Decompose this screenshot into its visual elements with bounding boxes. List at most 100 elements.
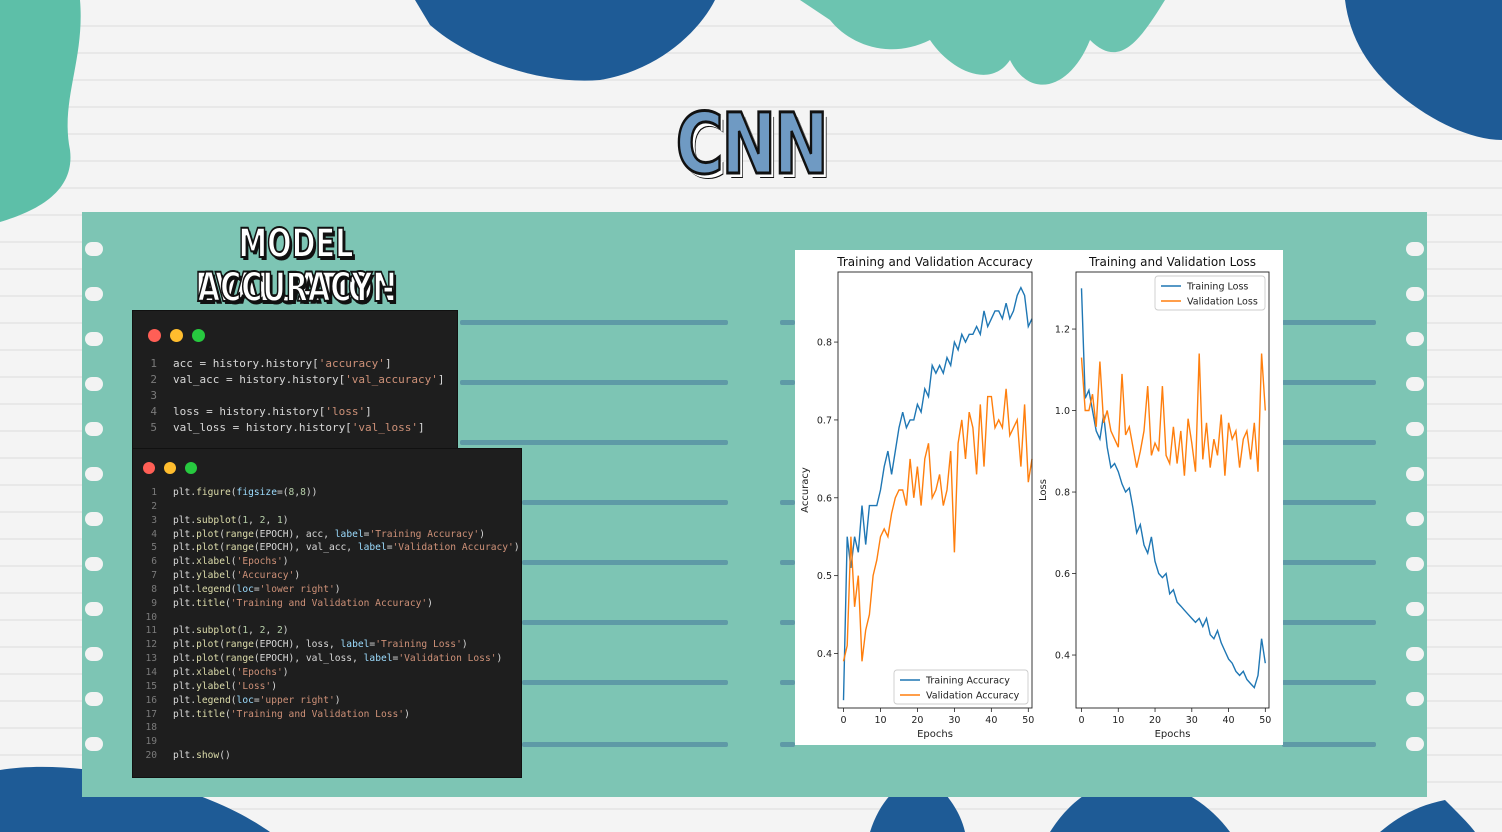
legend-entry: Training Loss — [1186, 282, 1248, 293]
panel-notch — [85, 512, 103, 526]
code-line: 20 plt.show() — [143, 749, 520, 763]
panel-notch — [1406, 602, 1424, 616]
code-text: plt.plot(range(EPOCH), acc, label='Train… — [173, 528, 485, 540]
y-tick-label: 0.6 — [1055, 569, 1070, 580]
panel-notch — [85, 737, 103, 751]
panel-line — [522, 560, 728, 565]
code-text: plt.figure(figsize=(8,8)) — [173, 487, 318, 498]
panel-notch — [85, 692, 103, 706]
panel-line — [780, 680, 795, 685]
line-number: 5 — [151, 542, 157, 554]
code-line: 19 — [143, 735, 520, 749]
code-line: 17 plt.title('Training and Validation Los… — [143, 708, 520, 722]
panel-notch — [85, 287, 103, 301]
panel-notch — [85, 332, 103, 346]
section-title-line1: MODEL EVALUATION — [195, 221, 398, 311]
line-number: 2 — [150, 373, 157, 386]
panel-notch — [85, 647, 103, 661]
panel-line — [1282, 440, 1376, 445]
panel-line — [1282, 560, 1376, 565]
x-tick-label: 50 — [1022, 715, 1034, 726]
code-window-plot: 1 plt.figure(figsize=(8,8)) 2 3 plt.subplot(… — [133, 449, 521, 777]
top-right-blue-blob — [1345, 0, 1502, 140]
code-text: plt.subplot(1, 2, 1) — [173, 514, 289, 526]
code-line: 1 plt.figure(figsize=(8,8)) — [143, 486, 520, 500]
legend-entry: Training Accuracy — [925, 676, 1010, 687]
code-text: plt.title('Training and Validation Loss'… — [173, 708, 410, 720]
code-line: 2 — [143, 500, 520, 514]
code-line: 7 plt.ylabel('Accuracy') — [143, 569, 520, 583]
x-tick-label: 50 — [1259, 715, 1271, 726]
y-tick-label: 0.4 — [817, 649, 832, 660]
panel-line — [780, 620, 795, 625]
x-tick-label: 30 — [948, 715, 960, 726]
code-block: 1 acc = history.history['accuracy'] 2 val_a… — [147, 356, 445, 436]
code-line: 11 plt.subplot(1, 2, 2) — [143, 624, 520, 638]
code-line: 3 — [147, 388, 445, 404]
panel-notch — [1406, 737, 1424, 751]
slide-title: CNN — [674, 94, 829, 195]
panel-line — [1282, 620, 1376, 625]
panel-notch — [1406, 332, 1424, 346]
panel-notch — [1406, 287, 1424, 301]
x-tick-label: 20 — [1149, 715, 1161, 726]
code-text: plt.xlabel('Epochs') — [173, 666, 289, 678]
panel-line — [522, 620, 728, 625]
y-tick-label: 0.6 — [817, 493, 832, 504]
code-line: 3 plt.subplot(1, 2, 1) — [143, 514, 520, 528]
maximize-dot-icon — [185, 462, 197, 474]
series-line-training-loss — [1080, 288, 1266, 689]
x-tick-label: 0 — [841, 715, 847, 726]
code-text: plt.ylabel('Accuracy') — [173, 570, 301, 582]
legend-box — [893, 669, 1029, 705]
top-blue-blob — [415, 0, 715, 81]
line-number: 7 — [151, 570, 157, 582]
code-text: plt.plot(range(EPOCH), loss, label='Trai… — [173, 639, 468, 651]
panel-notch — [85, 242, 103, 256]
y-tick-label: 1.0 — [1055, 406, 1070, 417]
panel-notch — [85, 377, 103, 391]
bottom-mid-blue-blob — [870, 775, 965, 832]
y-tick-label: 0.5 — [817, 571, 832, 582]
x-axis-label: Epochs — [917, 729, 953, 740]
line-number: 14 — [145, 666, 157, 678]
panel-notch — [85, 602, 103, 616]
panel-line — [522, 742, 728, 747]
panel-notch — [1406, 422, 1424, 436]
minimize-dot-icon — [170, 329, 183, 342]
panel-notch — [1406, 692, 1424, 706]
code-line: 2 val_acc = history.history['val_accuracy… — [147, 372, 444, 388]
panel-line — [1282, 680, 1376, 685]
line-number: 20 — [145, 750, 157, 762]
line-number: 3 — [151, 514, 157, 526]
y-axis-label: Accuracy — [800, 467, 811, 513]
panel-notch — [1406, 557, 1424, 571]
y-tick-label: 1.2 — [1055, 325, 1070, 336]
code-line: 8 plt.legend(loc='lower right') — [143, 583, 520, 597]
legend-box — [1154, 275, 1266, 311]
minimize-dot-icon — [164, 462, 176, 474]
chart-title: Training and Validation Accuracy — [836, 255, 1032, 269]
window-controls — [148, 329, 205, 342]
top-teal-blob — [800, 0, 1165, 85]
x-tick-label: 10 — [874, 715, 886, 726]
bottom-left-blue-blob — [0, 766, 270, 832]
series-line-training-accuracy — [842, 285, 1033, 701]
code-text: plt.plot(range(EPOCH), val_loss, label='… — [173, 653, 503, 665]
plot-frame — [1075, 271, 1270, 709]
panel-line — [780, 320, 795, 325]
panel-line — [460, 320, 728, 325]
line-number: 11 — [145, 625, 157, 637]
panel-line — [522, 680, 728, 685]
x-axis-label: Epochs — [1155, 729, 1191, 740]
code-line: 5 val_loss = history.history['val_loss'] — [147, 420, 445, 436]
x-tick-label: 10 — [1112, 715, 1124, 726]
code-text: plt.subplot(1, 2, 2) — [173, 625, 289, 637]
code-line: 4 plt.plot(range(EPOCH), acc, label='Trai… — [143, 528, 520, 542]
code-text: plt.xlabel('Epochs') — [173, 556, 289, 568]
panel-notch — [85, 557, 103, 571]
panel-line — [1282, 320, 1376, 325]
y-tick-label: 0.4 — [1055, 651, 1070, 662]
panel-notch — [1406, 467, 1424, 481]
y-tick-label: 0.8 — [817, 338, 832, 349]
